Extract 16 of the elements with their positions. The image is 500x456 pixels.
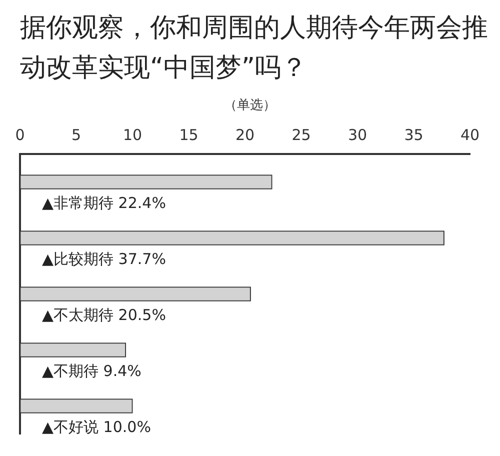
chart-subtitle: （单选） (223, 97, 277, 114)
category-label: ▲非常期待 22.4% (42, 194, 166, 212)
x-tick-label: 10 (122, 126, 142, 144)
x-tick-label: 30 (348, 126, 368, 144)
category-label: ▲不太期待 20.5% (42, 306, 166, 324)
x-tick-label: 15 (179, 126, 198, 144)
x-tick-label: 0 (15, 126, 25, 144)
x-tick-label: 35 (404, 126, 424, 144)
chart-title: 据你观察，你和周围的人期待今年两会推动改革实现“中国梦”吗？ (20, 12, 489, 85)
category-label: ▲不好说 10.0% (42, 418, 151, 436)
x-tick-label: 5 (71, 126, 82, 144)
category-label: ▲不期待 9.4% (42, 362, 142, 380)
x-tick-label: 20 (235, 126, 255, 144)
x-tick-label: 25 (292, 126, 311, 144)
x-tick-label: 40 (460, 126, 480, 144)
category-label: ▲比较期待 37.7% (42, 250, 166, 268)
